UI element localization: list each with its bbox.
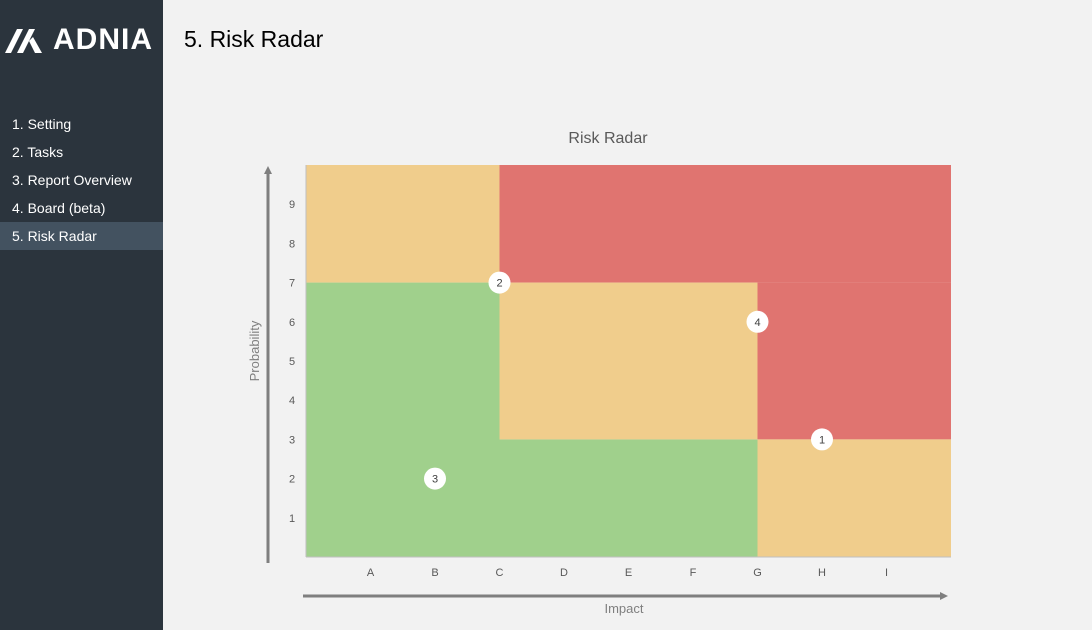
x-tick-label: G xyxy=(753,567,762,579)
chart-title: Risk Radar xyxy=(568,130,648,147)
y-tick-label: 8 xyxy=(289,238,295,250)
logo: ADNIA xyxy=(5,23,153,56)
x-axis-label: Impact xyxy=(604,601,643,616)
x-tick-label: H xyxy=(818,567,826,579)
x-tick-label: A xyxy=(367,567,375,579)
x-tick-label: D xyxy=(560,567,568,579)
y-axis-label: Probability xyxy=(247,320,262,381)
risk-point-marker[interactable] xyxy=(488,271,511,294)
y-tick-label: 9 xyxy=(289,199,295,211)
risk-point-marker[interactable] xyxy=(424,467,446,490)
risk-point-label: 4 xyxy=(754,317,760,329)
risk-point[interactable]: 1 xyxy=(811,428,833,451)
sidebar-item-board[interactable]: 4. Board (beta) xyxy=(12,200,106,216)
zone-medium xyxy=(499,282,758,440)
x-tick-label: B xyxy=(431,567,438,579)
x-tick-label: I xyxy=(885,567,888,579)
sidebar-nav: 1. Setting 2. Tasks 3. Report Overview 4… xyxy=(0,110,163,250)
y-tick-label: 7 xyxy=(289,278,295,290)
risk-point-marker[interactable] xyxy=(811,428,833,451)
risk-point[interactable]: 2 xyxy=(488,271,511,294)
x-tick-label: E xyxy=(625,567,632,579)
adnia-logo-icon xyxy=(5,29,42,53)
sidebar-item-risk-radar[interactable]: 5. Risk Radar xyxy=(0,222,163,250)
y-tick-label: 1 xyxy=(289,513,295,525)
zone-high xyxy=(757,282,951,440)
sidebar-item-report-overview[interactable]: 3. Report Overview xyxy=(12,172,132,188)
risk-point[interactable]: 4 xyxy=(746,310,769,333)
risk-point-label: 3 xyxy=(432,474,438,486)
zone-low xyxy=(499,439,758,557)
risk-point-label: 2 xyxy=(496,278,502,290)
y-tick-label: 6 xyxy=(289,317,295,329)
x-tick-label: F xyxy=(690,567,697,579)
y-tick-label: 5 xyxy=(289,356,295,368)
zone-high xyxy=(499,165,951,283)
page-title: 5. Risk Radar xyxy=(184,26,324,52)
y-tick-label: 3 xyxy=(289,434,295,446)
risk-point-marker[interactable] xyxy=(746,310,769,333)
risk-point-label: 1 xyxy=(819,434,825,446)
risk-point[interactable]: 3 xyxy=(424,467,446,490)
sidebar: ADNIA 1. Setting 2. Tasks 3. Report Over… xyxy=(0,0,163,630)
zone-medium xyxy=(306,165,500,283)
x-tick-label: C xyxy=(496,567,504,579)
sidebar-item-setting[interactable]: 1. Setting xyxy=(12,116,72,132)
sidebar-item-tasks[interactable]: 2. Tasks xyxy=(12,144,64,160)
y-tick-label: 2 xyxy=(289,474,295,486)
zone-low xyxy=(306,282,500,557)
y-tick-label: 4 xyxy=(289,395,295,407)
brand-name: ADNIA xyxy=(53,23,153,56)
zone-medium xyxy=(757,439,951,557)
